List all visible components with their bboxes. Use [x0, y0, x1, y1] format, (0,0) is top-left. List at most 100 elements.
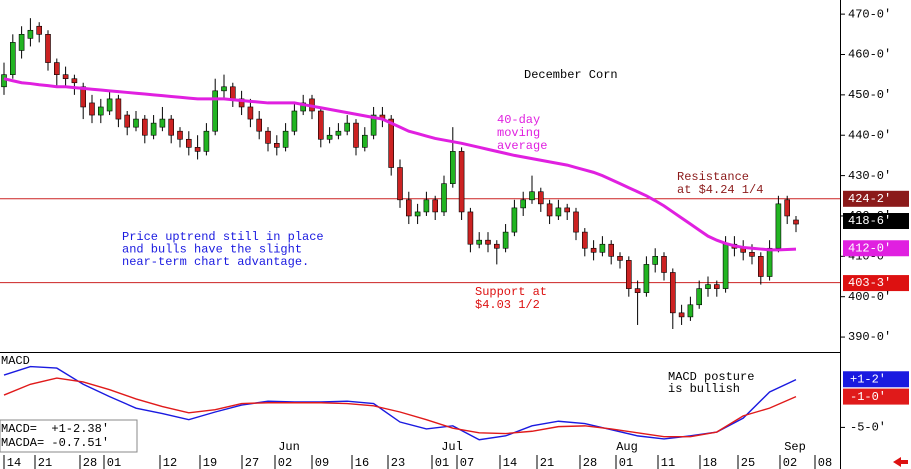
candle-body [80, 86, 86, 108]
candle-body [467, 211, 474, 245]
candle-body [317, 110, 324, 140]
macd-line [3, 365, 797, 441]
candle-body [142, 118, 148, 136]
candle-body [98, 106, 104, 116]
candle-body [713, 284, 720, 289]
support-annotation: $4.03 1/2 [475, 298, 540, 312]
x-tick-label: 08 [818, 456, 832, 469]
x-tick-label: 14 [7, 456, 21, 469]
x-tick-label: 07 [460, 456, 474, 469]
candle-body [265, 130, 271, 144]
candle-body [53, 62, 60, 75]
candle-body [133, 118, 139, 128]
candle-body [18, 34, 25, 51]
candle-body [291, 110, 298, 132]
candle-body [124, 114, 130, 128]
price-box-label: 403-3' [848, 276, 891, 290]
candle-body [511, 207, 518, 233]
price-box [843, 213, 909, 230]
candle-body [361, 134, 368, 148]
comment-annotation: and bulls have the slight [122, 243, 302, 257]
candle-body [273, 143, 280, 148]
candle-body [722, 243, 729, 289]
candle-body [405, 199, 412, 217]
candle-body [564, 207, 571, 213]
candle-body [625, 260, 632, 289]
x-tick-label: 23 [391, 456, 405, 469]
x-tick-label: 01 [107, 456, 121, 469]
candle-body [256, 118, 263, 132]
readout-box [0, 419, 138, 453]
candle-body [581, 231, 588, 249]
price-box [843, 190, 909, 207]
candle-body [793, 219, 799, 225]
candle-body [652, 256, 659, 265]
candle-body [62, 74, 69, 80]
candle-body [194, 147, 201, 152]
candle-body [27, 29, 34, 39]
readout: MACDA= -0.7.51' [1, 436, 109, 450]
x-tick-label: 28 [83, 456, 97, 469]
y-tick-label: 430-0' [848, 169, 891, 183]
candle-body [432, 199, 439, 213]
candle-body [150, 122, 157, 136]
y-tick-label: 470-0' [848, 7, 891, 21]
candle-body [89, 102, 95, 116]
candle-body [669, 272, 676, 314]
price-box-label: 412-0' [848, 241, 891, 255]
value-box-label: -1-0' [850, 390, 886, 404]
resistance-annotation: at $4.24 1/4 [677, 183, 763, 197]
candle-body [537, 191, 544, 205]
moving-average [3, 77, 797, 252]
candle-body [106, 98, 113, 112]
candle-body [661, 256, 667, 273]
y-tick-label: 390-0' [848, 330, 891, 344]
candle-body [335, 130, 342, 136]
price-box-label: 418-6' [848, 214, 891, 228]
candle-body [282, 130, 289, 148]
candle-body [634, 288, 641, 293]
candle-body [370, 114, 377, 136]
candle-body [599, 243, 606, 253]
ma-annotation: 40-day [497, 113, 540, 127]
candle-body [177, 130, 183, 140]
support-annotation: Support at [475, 285, 547, 299]
candle-body [678, 312, 685, 318]
macd-line [3, 377, 797, 438]
candle-body [388, 118, 395, 168]
x-tick-label: 12 [163, 456, 177, 469]
candle-body [344, 122, 351, 132]
x-tick-label: 28 [583, 456, 597, 469]
resistance-annotation: Resistance [677, 170, 749, 184]
scroll-arrow[interactable] [893, 457, 908, 467]
candle-body [617, 256, 623, 261]
candle-body [643, 264, 650, 293]
ma-annotation: average [497, 139, 547, 153]
candle-body [230, 86, 236, 100]
candle-body [168, 118, 174, 136]
x-tick-label: 02 [278, 456, 292, 469]
x-tick-label: 01 [619, 456, 633, 469]
comment-annotation: Price uptrend still in place [122, 230, 324, 244]
candle-body [485, 239, 491, 245]
candle-body [238, 98, 245, 108]
value-box [843, 388, 909, 405]
macd-annotation: is bullish [668, 382, 740, 396]
candle-body [687, 304, 694, 318]
candle-body [45, 34, 51, 63]
y-tick-label: 460-0' [848, 48, 891, 62]
candle-body [247, 106, 254, 120]
candle-body [458, 151, 465, 213]
x-tick-label: 09 [315, 456, 329, 469]
panel-title: MACD [1, 354, 30, 368]
candle-body [326, 134, 333, 140]
x-tick-label: 27 [245, 456, 259, 469]
candle-body [115, 98, 122, 120]
candle-body [1, 74, 7, 88]
y-tick-label: -5-0' [850, 421, 886, 435]
comment-annotation: near-term chart advantage. [122, 255, 309, 269]
x-tick-label: 18 [703, 456, 717, 469]
x-tick-label: 21 [540, 456, 554, 469]
